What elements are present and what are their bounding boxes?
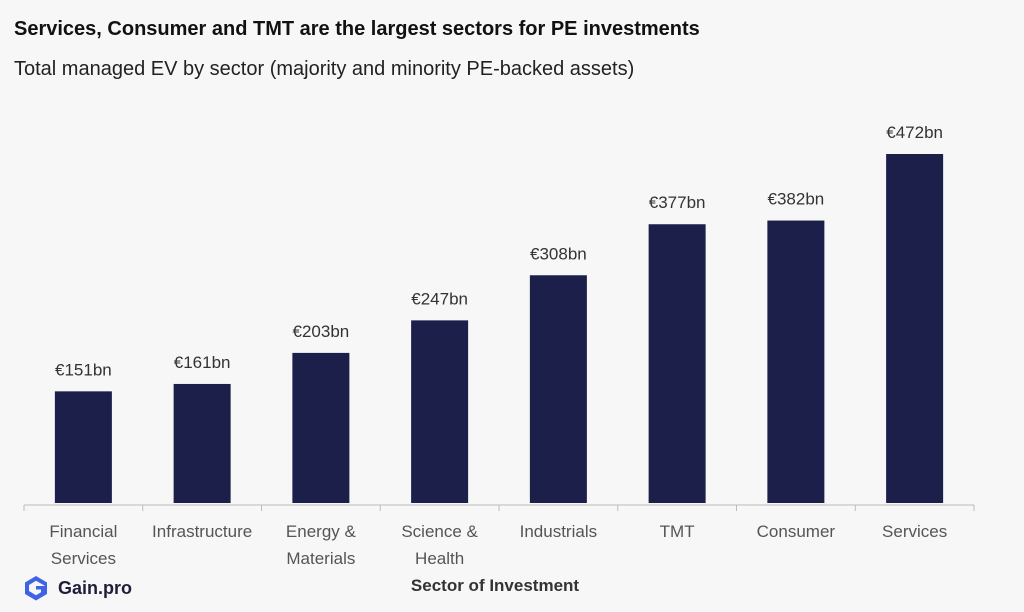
x-tick-label: Consumer [757,522,836,541]
brand-name: Gain.pro [58,577,133,598]
gain-pro-logo-icon [25,576,47,601]
data-label: €247bn [411,289,468,308]
bar [173,383,231,503]
x-tick-label: Financial [49,522,117,541]
x-tick-label: Health [415,549,464,568]
data-label: €377bn [649,193,706,212]
data-label: €203bn [293,322,350,341]
x-tick-label: Services [882,522,947,541]
data-label: €161bn [174,353,231,372]
data-label: €151bn [55,360,112,379]
data-label: €308bn [530,244,587,263]
bar [411,320,469,503]
brand-logo: Gain.pro [22,574,132,602]
bar [54,391,112,503]
chart-subtitle: Total managed EV by sector (majority and… [14,58,635,80]
x-tick-label: Energy & [286,522,357,541]
bar [886,154,944,503]
bar [648,224,706,503]
x-tick-label: Materials [286,549,355,568]
data-label: €382bn [768,190,825,209]
chart-title: Services, Consumer and TMT are the large… [14,18,700,40]
bar [292,352,350,503]
x-axis-title: Sector of Investment [411,576,579,595]
x-tick-label: Industrials [520,522,597,541]
x-tick-label: Science & [401,522,478,541]
bar [767,220,825,503]
x-tick-label: Infrastructure [152,522,252,541]
x-tick-label: TMT [660,522,695,541]
x-tick-label: Services [51,549,116,568]
data-label: €472bn [886,123,943,142]
bar [529,275,587,503]
